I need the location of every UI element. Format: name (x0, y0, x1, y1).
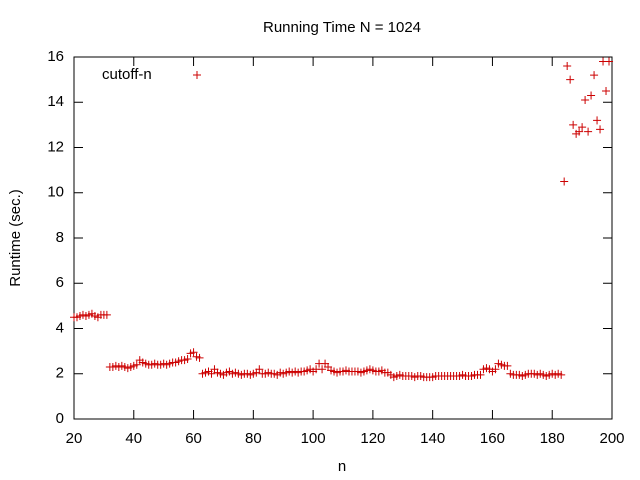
point (132, 360, 141, 369)
point (605, 57, 614, 66)
point (602, 86, 611, 95)
point (584, 127, 593, 136)
point (587, 91, 596, 100)
point (590, 71, 599, 80)
legend-marker (193, 71, 201, 79)
point (183, 355, 192, 364)
y-tick-label: 12 (47, 138, 64, 155)
legend-label: cutoff-n (102, 66, 152, 83)
x-tick-label: 80 (245, 430, 262, 447)
x-tick-label: 120 (360, 430, 385, 447)
y-tick-label: 14 (47, 93, 64, 110)
y-tick-label: 16 (47, 48, 64, 65)
x-tick-label: 140 (420, 430, 445, 447)
point (207, 369, 216, 378)
point (189, 348, 198, 357)
point (102, 310, 111, 319)
y-axis-label: Runtime (sec.) (7, 189, 24, 287)
point (596, 125, 605, 134)
point (578, 123, 587, 132)
point (195, 353, 204, 362)
y-tick-label: 0 (56, 410, 64, 427)
y-tick-label: 6 (56, 274, 64, 291)
point (557, 370, 566, 379)
point (560, 177, 569, 186)
y-tick-label: 8 (56, 229, 64, 246)
y-tick-label: 2 (56, 365, 64, 382)
point (563, 62, 572, 71)
point (491, 365, 500, 374)
point (476, 370, 485, 379)
y-tick-label: 10 (47, 184, 64, 201)
point (569, 120, 578, 129)
x-axis-label: n (338, 458, 346, 475)
point (318, 365, 327, 374)
chart-title: Running Time N = 1024 (263, 19, 421, 36)
point (255, 365, 264, 374)
point (503, 361, 512, 370)
x-tick-label: 60 (185, 430, 202, 447)
y-tick-label: 4 (56, 319, 64, 336)
x-tick-label: 180 (540, 430, 565, 447)
point (593, 116, 602, 125)
x-tick-label: 200 (599, 430, 624, 447)
point (581, 95, 590, 104)
x-tick-label: 40 (125, 430, 142, 447)
point (575, 127, 584, 136)
x-tick-label: 100 (301, 430, 326, 447)
point (566, 75, 575, 84)
x-tick-label: 20 (66, 430, 83, 447)
x-tick-label: 160 (480, 430, 505, 447)
